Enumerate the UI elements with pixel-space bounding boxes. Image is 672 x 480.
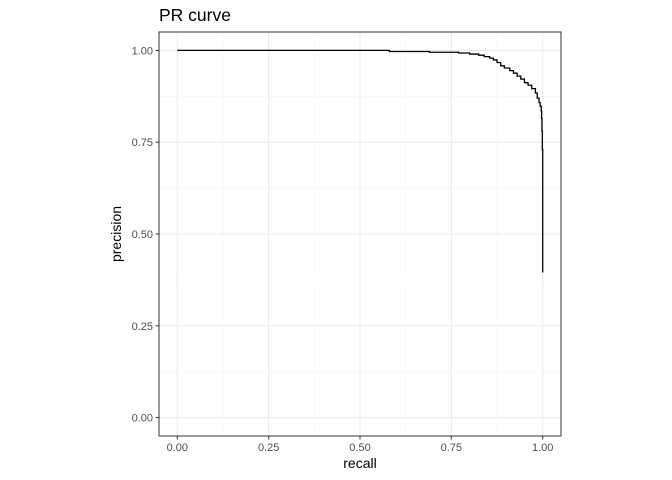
x-tick-label: 0.50 [349,442,370,454]
x-tick-label: 0.75 [441,442,462,454]
y-tick-label: 0.75 [132,137,153,149]
y-tick-label: 0.50 [132,229,153,241]
y-tick-label: 0.25 [132,321,153,333]
x-axis: 0.00 0.25 0.50 0.75 1.00 [167,436,553,454]
x-tick-label: 1.00 [532,442,553,454]
y-axis-title: precision [108,206,124,262]
y-tick-label: 1.00 [132,45,153,57]
chart-title: PR curve [159,5,231,25]
pr-curve-line [177,49,544,273]
x-axis-title: recall [343,455,376,471]
x-tick-label: 0.25 [258,442,279,454]
x-tick-label: 0.00 [167,442,188,454]
y-tick-label: 0.00 [132,413,153,425]
y-axis: 0.00 0.25 0.50 0.75 1.00 [132,45,159,425]
